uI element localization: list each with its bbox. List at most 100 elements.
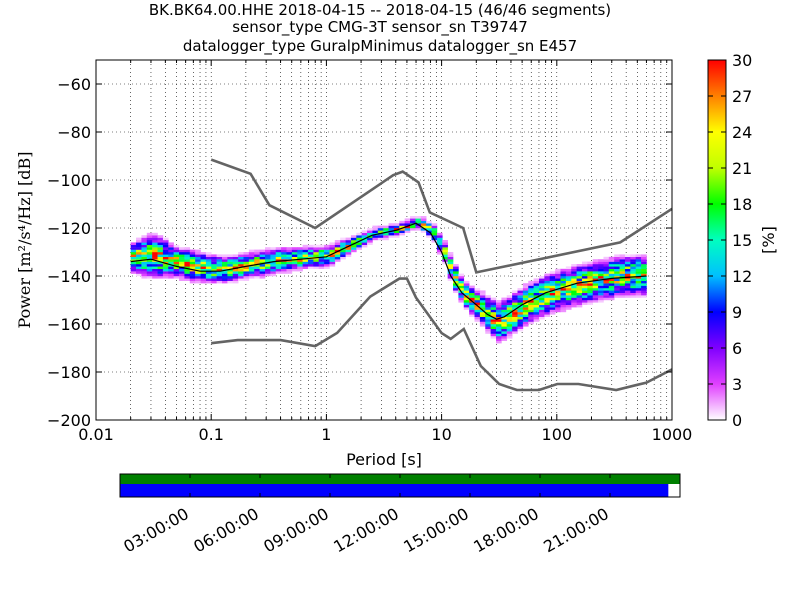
psd-cell: [587, 288, 594, 291]
psd-cell: [431, 228, 438, 231]
psd-cell: [367, 230, 373, 233]
psd-cell: [544, 283, 551, 286]
psd-cell: [399, 223, 405, 226]
psd-cell: [608, 285, 615, 289]
psd-cell: [426, 225, 432, 229]
psd-cell: [501, 319, 508, 322]
psd-cell: [275, 256, 282, 260]
psd-cell: [635, 285, 642, 289]
psd-cell: [136, 249, 142, 253]
psd-cell: [571, 266, 577, 269]
psd-cell: [614, 256, 620, 260]
psd-cell: [641, 273, 647, 277]
psd-cell: [469, 295, 475, 298]
psd-cell: [458, 288, 465, 291]
psd-cell: [211, 268, 217, 272]
psd-cell: [555, 290, 561, 293]
psd-cell: [189, 266, 196, 269]
psd-cell: [581, 283, 588, 286]
psd-cell: [189, 264, 196, 267]
psd-cell: [270, 259, 277, 262]
psd-cell: [168, 252, 174, 255]
psd-cell: [630, 261, 636, 265]
psd-cell: [474, 309, 481, 313]
psd-cell: [184, 252, 191, 255]
psd-cell: [377, 237, 384, 241]
psd-cell: [329, 252, 336, 255]
psd-cell: [549, 292, 556, 296]
plot-frame: [95, 59, 673, 421]
psd-cell: [453, 271, 459, 274]
psd-cell: [603, 285, 610, 289]
psd-cell: [162, 266, 169, 269]
timeline-tick-label: 09:00:00: [260, 504, 332, 556]
psd-cell: [297, 254, 303, 257]
psd-cell: [307, 252, 314, 255]
psd-cell: [168, 249, 174, 253]
psd-cell: [130, 264, 137, 267]
psd-cell: [560, 292, 567, 296]
psd-cell: [173, 273, 180, 277]
psd-cell: [517, 288, 524, 291]
psd-cell: [485, 295, 491, 298]
psd-cell: [458, 276, 465, 279]
psd-cell: [479, 297, 486, 301]
psd-cell: [608, 256, 615, 260]
psd-cell: [248, 256, 255, 260]
psd-cell: [136, 242, 142, 245]
psd-cell: [630, 288, 636, 291]
psd-cell: [152, 242, 158, 245]
psd-cell: [496, 340, 502, 344]
psd-cell: [222, 271, 228, 274]
psd-cell: [248, 249, 255, 253]
psd-cell: [136, 273, 142, 277]
psd-cell: [603, 256, 610, 260]
psd-cell: [227, 278, 234, 281]
psd-cell: [560, 300, 567, 303]
psd-cell: [592, 283, 599, 286]
psd-cell: [345, 242, 352, 245]
psd-cell: [281, 266, 287, 269]
psd-cell: [517, 328, 524, 332]
psd-cell: [549, 290, 556, 293]
psd-cell: [512, 307, 518, 310]
psd-cell: [630, 268, 636, 272]
psd-cell: [286, 249, 293, 253]
psd-cell: [431, 225, 438, 229]
psd-cell: [549, 276, 556, 279]
psd-cell: [136, 256, 142, 260]
psd-cell: [356, 244, 362, 248]
psd-cell: [189, 252, 196, 255]
psd-cell: [227, 259, 234, 262]
psd-cell: [571, 276, 577, 279]
psd-cell: [501, 331, 508, 334]
psd-cell: [275, 261, 282, 265]
psd-cell: [259, 259, 266, 262]
psd-cell: [232, 266, 239, 269]
psd-cell: [560, 278, 567, 281]
psd-cell: [608, 271, 615, 274]
psd-cell: [485, 307, 491, 310]
psd-cell: [576, 304, 583, 308]
psd-cell: [490, 309, 497, 313]
psd-cell: [549, 309, 556, 313]
psd-cell: [512, 290, 518, 293]
psd-cell: [431, 240, 438, 243]
psd-cell: [130, 247, 137, 250]
psd-cell: [130, 256, 137, 260]
psd-cell: [216, 278, 223, 281]
psd-cell: [222, 273, 228, 277]
psd-cell: [479, 312, 486, 315]
psd-cell: [485, 316, 491, 320]
psd-cell: [302, 249, 309, 253]
psd-cell: [141, 244, 148, 248]
psd-cell: [157, 235, 164, 238]
psd-cell: [179, 261, 185, 265]
psd-cell: [184, 247, 191, 250]
psd-cell: [189, 259, 196, 262]
psd-cell: [383, 225, 389, 229]
psd-cell: [264, 254, 271, 257]
psd-cell: [141, 235, 148, 238]
psd-cell: [254, 256, 260, 260]
psd-cell: [179, 249, 185, 253]
